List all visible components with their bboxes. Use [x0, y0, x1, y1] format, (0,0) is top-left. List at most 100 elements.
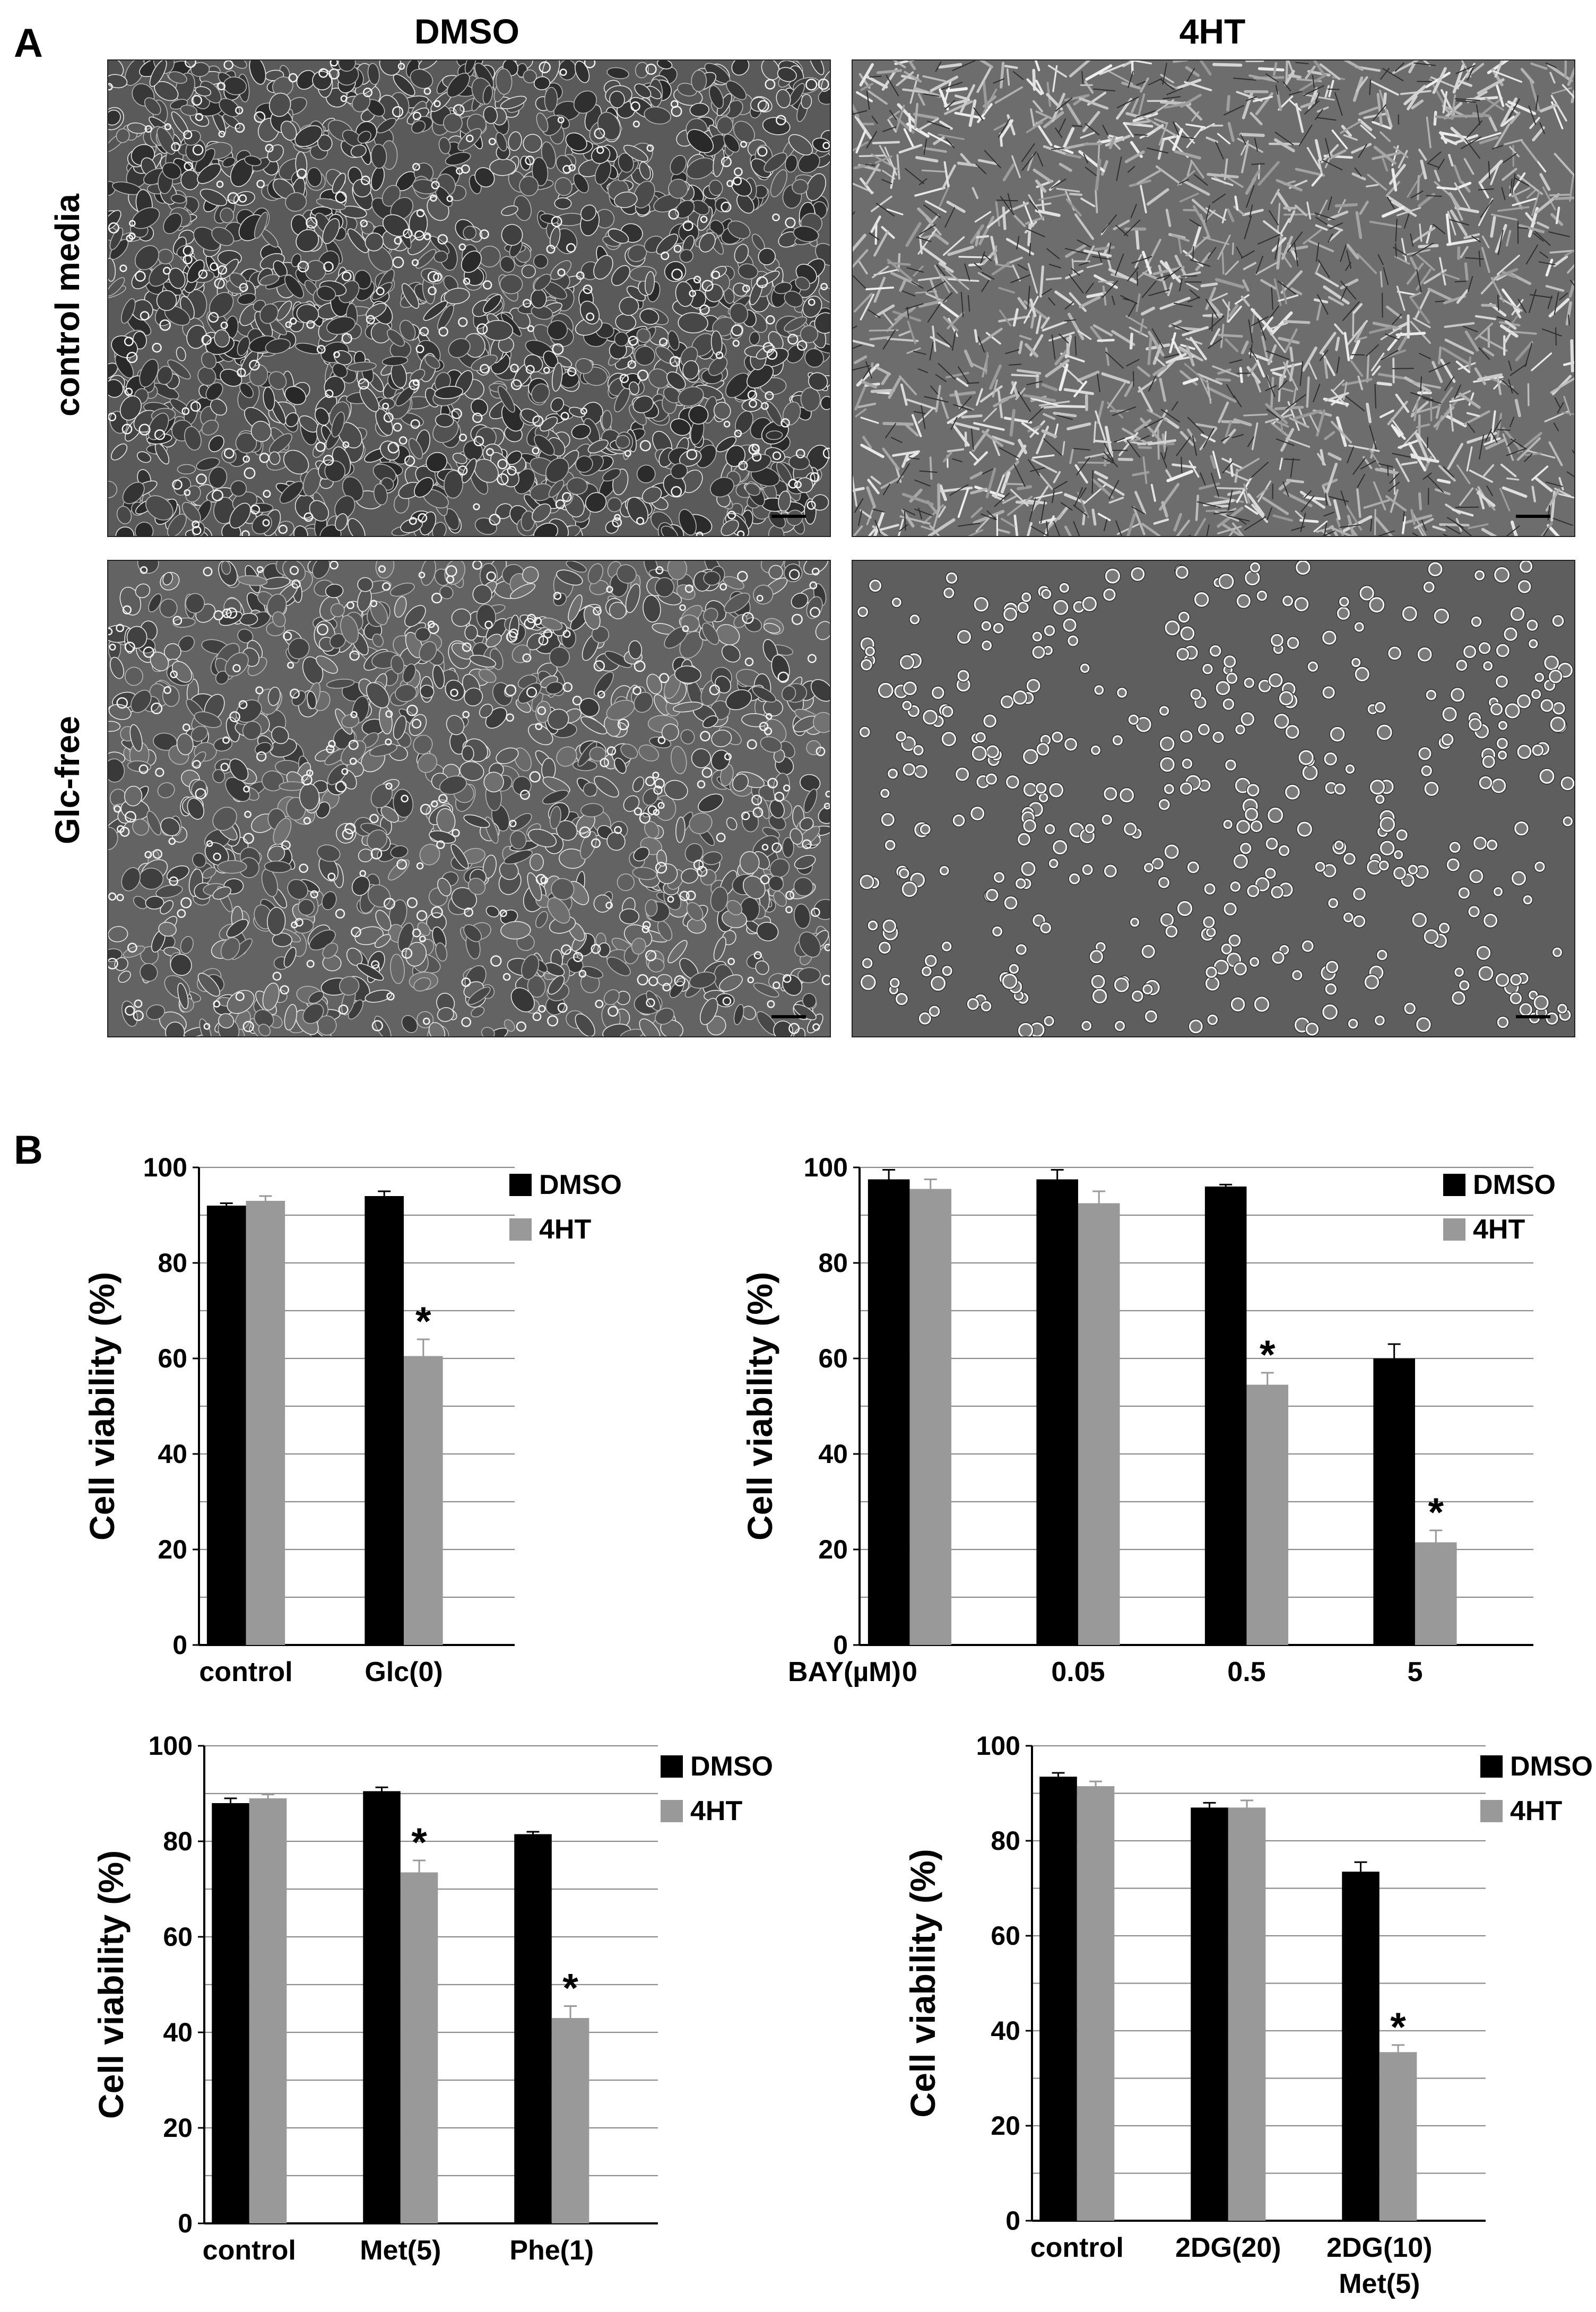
y-tick-label: 40	[158, 1439, 187, 1469]
bar-dmso-0	[868, 1179, 910, 1645]
bar-dmso-1	[1036, 1179, 1078, 1645]
y-tick-label: 20	[158, 1535, 187, 1564]
y-tick-label: 80	[991, 1826, 1020, 1856]
y-tick-label: 0	[178, 2209, 193, 2238]
error-bar	[526, 1831, 540, 1834]
error-bar	[1387, 1343, 1401, 1358]
error-bar	[924, 1179, 937, 1189]
bar-4ht-3	[1415, 1542, 1457, 1645]
error-bar	[375, 1786, 388, 1791]
x-category-label: Met(5)	[1339, 2268, 1420, 2299]
row-header-control-media: control media	[48, 194, 86, 417]
legend-swatch-4ht	[509, 1218, 532, 1241]
bar-chart-bay: 0 20 40 60 80 100 Cell viability (%) 0 0.05 * 0.5 *…	[740, 1153, 1556, 1687]
legend-swatch-4ht	[1443, 1218, 1465, 1241]
error-bar	[1052, 1772, 1065, 1777]
legend-label-dmso: DMSO	[690, 1751, 773, 1782]
y-tick-label: 100	[804, 1153, 848, 1182]
bar-4ht-1	[1078, 1203, 1120, 1645]
x-category-label: 0.5	[1227, 1657, 1265, 1687]
error-bar	[882, 1169, 896, 1180]
error-bar	[564, 2005, 577, 2018]
legend-label-4ht: 4HT	[1473, 1214, 1525, 1245]
significance-asterisk: *	[1428, 1490, 1444, 1535]
legend-swatch-4ht	[661, 1800, 683, 1822]
error-bar	[1219, 1183, 1233, 1187]
legend-swatch-dmso	[1480, 1755, 1503, 1778]
y-tick-label: 40	[818, 1439, 848, 1469]
y-tick-label: 20	[991, 2111, 1020, 2141]
y-tick-label: 0	[1005, 2206, 1020, 2236]
bar-dmso-3	[1373, 1358, 1415, 1645]
error-bar	[1089, 1780, 1103, 1787]
x-axis-prefix-label: BAY(µM)	[788, 1657, 901, 1687]
legend-label-4ht: 4HT	[690, 1796, 742, 1826]
legend-label-dmso: DMSO	[1473, 1170, 1556, 1200]
bar-dmso-0	[212, 1803, 249, 2223]
y-tick-label: 100	[149, 1731, 193, 1761]
legend-label-4ht: 4HT	[539, 1214, 591, 1245]
error-bar	[1241, 1799, 1254, 1808]
panel-label-b: B	[14, 1128, 43, 1173]
legend-label-dmso: DMSO	[539, 1170, 622, 1200]
y-tick-label: 0	[172, 1630, 187, 1660]
bar-dmso-0	[1039, 1777, 1077, 2221]
bar-dmso-1	[1191, 1807, 1228, 2221]
legend-swatch-dmso	[661, 1755, 683, 1778]
bar-chart-glucose: 0 20 40 60 80 100 Cell viability (%) control * Gl…	[82, 1153, 622, 1687]
error-bar	[1392, 2044, 1405, 2053]
legend-label-4ht: 4HT	[1510, 1796, 1562, 1826]
significance-asterisk: *	[415, 1299, 431, 1344]
y-tick-label: 60	[158, 1344, 187, 1373]
y-axis-label: Cell viability (%)	[903, 1849, 942, 2117]
y-tick-label: 60	[818, 1344, 848, 1373]
y-tick-label: 20	[163, 2113, 193, 2143]
row-header-glc-free: Glc-free	[48, 716, 86, 844]
column-header-4ht: 4HT	[1179, 12, 1246, 51]
x-category-label: Phe(1)	[509, 2235, 594, 2266]
y-tick-label: 80	[158, 1248, 187, 1278]
y-tick-label: 100	[143, 1153, 187, 1182]
bar-4ht-1	[404, 1356, 443, 1645]
y-tick-label: 20	[818, 1535, 848, 1564]
bar-chart-2dg: 0 20 40 60 80 100 Cell viability (%) control 2DG…	[903, 1731, 1593, 2299]
y-tick-label: 80	[818, 1248, 848, 1278]
x-category-label: 0	[902, 1657, 917, 1687]
micrograph-control-dmso	[107, 59, 831, 537]
y-tick-label: 40	[991, 2016, 1020, 2046]
x-category-label: control	[203, 2235, 296, 2266]
bar-4ht-2	[1379, 2052, 1417, 2221]
significance-asterisk: *	[1260, 1332, 1276, 1378]
x-category-label: 2DG(10)	[1326, 2232, 1432, 2263]
x-category-label: 0.05	[1051, 1657, 1105, 1687]
bar-4ht-1	[1228, 1807, 1266, 2221]
legend-label-dmso: DMSO	[1510, 1751, 1593, 1782]
error-bar	[262, 1794, 275, 1798]
legend-swatch-4ht	[1480, 1800, 1503, 1822]
y-tick-label: 40	[163, 2017, 193, 2047]
error-bar	[1203, 1802, 1216, 1808]
error-bar	[1261, 1372, 1274, 1385]
error-bar	[224, 1797, 237, 1803]
micrograph-glcfree-4ht	[852, 560, 1575, 1037]
x-category-label: 2DG(20)	[1175, 2232, 1281, 2263]
legend-swatch-dmso	[1443, 1174, 1465, 1196]
y-tick-label: 60	[163, 1922, 193, 1952]
bar-chart-met-phe: 0 20 40 60 80 100 Cell viability (%) control * Me…	[91, 1731, 773, 2266]
bar-dmso-1	[365, 1196, 404, 1645]
y-tick-label: 100	[976, 1731, 1020, 1761]
bar-4ht-1	[400, 1872, 438, 2223]
bar-4ht-0	[1077, 1786, 1115, 2221]
y-axis-label: Cell viability (%)	[82, 1272, 122, 1540]
bar-4ht-0	[249, 1798, 287, 2223]
significance-asterisk: *	[562, 1966, 578, 2011]
y-tick-label: 80	[163, 1826, 193, 1856]
x-category-label: Met(5)	[360, 2235, 441, 2266]
x-category-label: Glc(0)	[365, 1657, 443, 1687]
error-bar	[413, 1859, 426, 1873]
bar-4ht-0	[246, 1201, 285, 1645]
x-category-label: 5	[1407, 1657, 1422, 1687]
error-bar	[1354, 1861, 1367, 1872]
error-bar	[1092, 1190, 1106, 1203]
y-tick-label: 60	[991, 1921, 1020, 1951]
